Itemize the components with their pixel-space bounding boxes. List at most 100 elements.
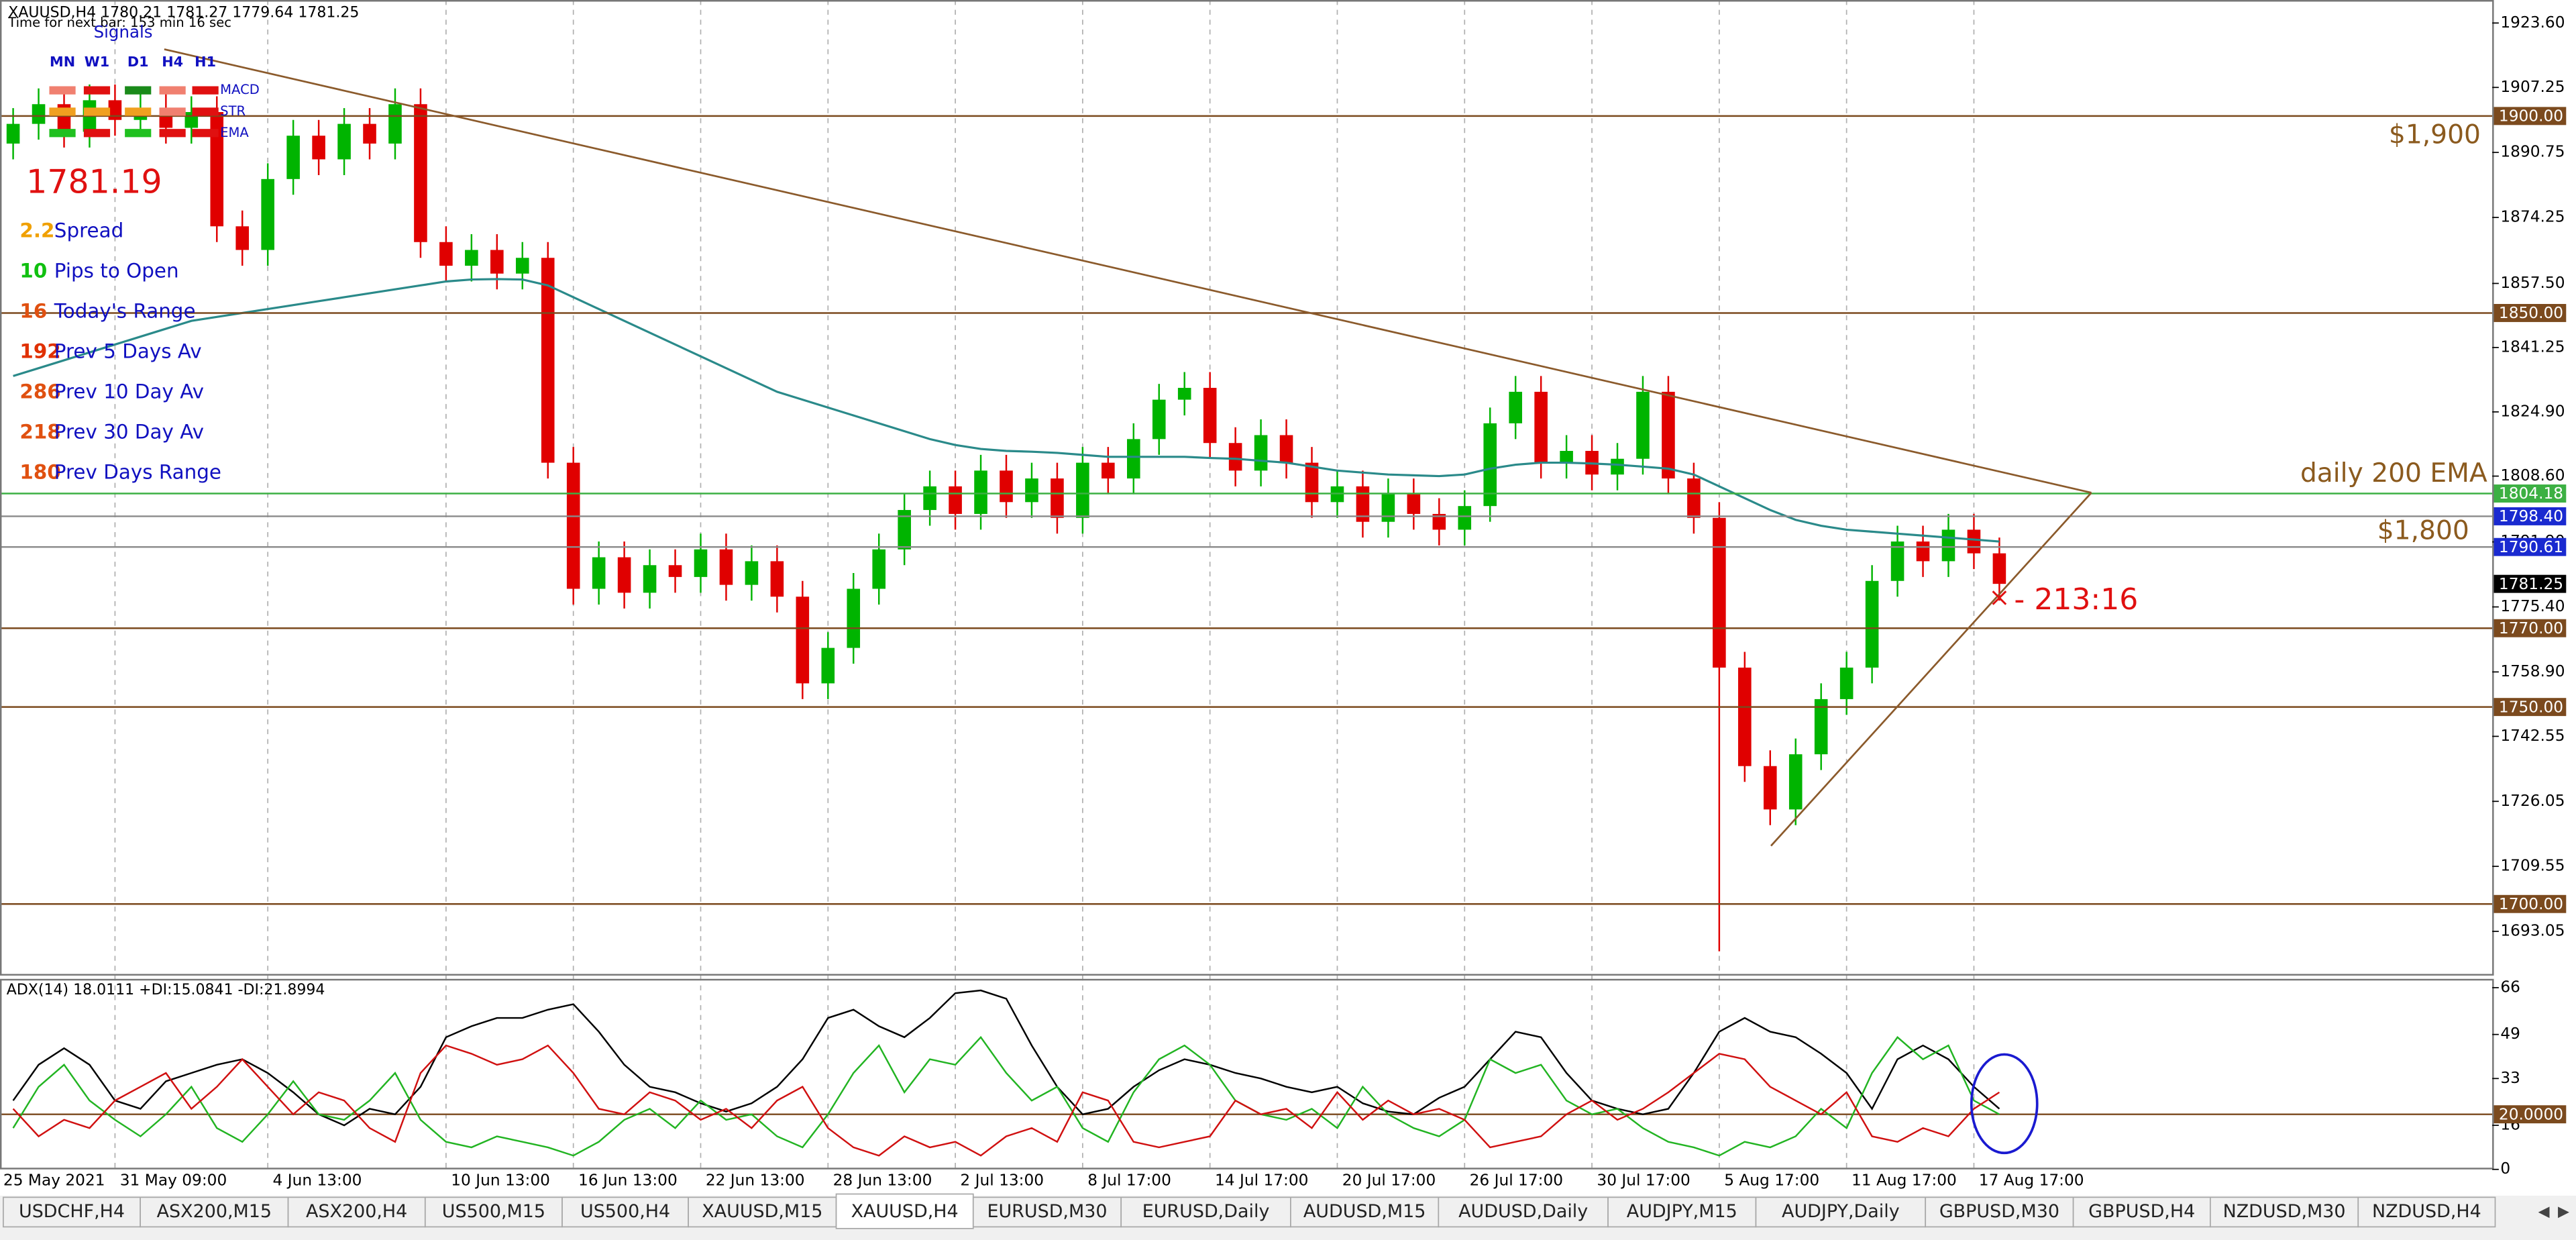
stat-label: Today's Range [54, 300, 196, 323]
cross-marker [1992, 590, 2007, 605]
tab-background[interactable] [140, 1196, 289, 1228]
tab-background[interactable] [2072, 1196, 2211, 1228]
candle-body [872, 549, 885, 589]
price-tag-label: 1770.00 [2499, 619, 2563, 637]
candle-body [465, 250, 478, 266]
tab-background[interactable] [1438, 1196, 1609, 1228]
y-tick-label: 1808.60 [2500, 466, 2565, 484]
tab[interactable]: USDCHF,H4 [3, 1196, 142, 1228]
tab[interactable]: NZDUSD,H4 [2357, 1196, 2496, 1228]
tab-background[interactable] [1290, 1196, 1440, 1228]
y-tick-label: 1726.05 [2500, 792, 2565, 810]
tab[interactable]: GBPUSD,H4 [2072, 1196, 2211, 1228]
indicator-line [12, 1044, 2000, 1157]
scroll-left[interactable]: ◀ [2538, 1203, 2550, 1220]
timeframe-label: D1 [127, 54, 149, 70]
signal-dash [192, 107, 219, 116]
candle-body [1025, 478, 1038, 503]
tab[interactable]: AUDJPY,M15 [1607, 1196, 1757, 1228]
candle-body [821, 648, 835, 684]
tab-label[interactable]: NZDUSD,M30 [2223, 1201, 2346, 1222]
x-tick-label: 28 Jun 13:00 [833, 1171, 932, 1189]
tab[interactable]: US500,H4 [561, 1196, 689, 1228]
tab-label[interactable]: XAUUSD,H4 [851, 1201, 959, 1222]
tab-label[interactable]: USDCHF,H4 [19, 1201, 125, 1222]
tab-label[interactable]: GBPUSD,H4 [2088, 1201, 2195, 1222]
tab-background[interactable] [287, 1196, 426, 1228]
candle-body [337, 123, 351, 160]
y-tick-label: 1857.50 [2500, 274, 2565, 292]
tab-label[interactable]: AUDUSD,M15 [1303, 1201, 1426, 1222]
tab[interactable]: AUDUSD,M15 [1290, 1196, 1440, 1228]
tab[interactable]: XAUUSD,H4 [835, 1193, 974, 1229]
candle-body [1992, 553, 2006, 584]
x-tick-label: 30 Jul 17:00 [1597, 1171, 1690, 1189]
y-tick-label: 1824.90 [2500, 402, 2565, 420]
price-tag-label: 1781.25 [2499, 575, 2563, 593]
stat-value: 192 [19, 340, 60, 363]
tab-label[interactable]: US500,M15 [442, 1201, 545, 1222]
tab[interactable]: EURUSD,M30 [972, 1196, 1122, 1228]
candle-body [1051, 478, 1064, 518]
tab-background[interactable] [1755, 1196, 1927, 1228]
candle-body [108, 100, 122, 120]
tab-label[interactable]: AUDUSD,Daily [1458, 1201, 1588, 1222]
price-tag [2493, 698, 2567, 717]
tab[interactable]: EURUSD,Daily [1120, 1196, 1291, 1228]
scroll-right[interactable]: ▶ [2558, 1203, 2569, 1220]
indicator-title: ADX(14) 18.0111 +DI:15.0841 -DI:21.8994 [7, 982, 325, 998]
tab[interactable]: AUDUSD,Daily [1438, 1196, 1609, 1228]
tab-background[interactable] [1120, 1196, 1291, 1228]
timeframe-label: MN [50, 54, 75, 70]
tab-background[interactable] [2357, 1196, 2496, 1228]
candle-body [796, 597, 810, 684]
tab-label[interactable]: NZDUSD,H4 [2372, 1201, 2481, 1222]
timeframe-label: W1 [85, 54, 109, 70]
tab-background[interactable] [1925, 1196, 2074, 1228]
candle-body [1814, 699, 1828, 755]
tab-label[interactable]: US500,H4 [580, 1201, 670, 1222]
tab-label[interactable]: XAUUSD,M15 [702, 1201, 822, 1222]
tab[interactable]: AUDJPY,Daily [1755, 1196, 1927, 1228]
tab[interactable]: ASX200,H4 [287, 1196, 426, 1228]
candle-body [1458, 506, 1472, 530]
annotation: $1,800 [2377, 516, 2469, 546]
x-tick-label: 4 Jun 13:00 [273, 1171, 362, 1189]
price-tag-label: 1804.18 [2499, 484, 2563, 503]
candle-body [1356, 486, 1370, 522]
tab-label[interactable]: EURUSD,M30 [987, 1201, 1107, 1222]
tab-label[interactable]: AUDJPY,M15 [1627, 1201, 1737, 1222]
candle-body [1432, 513, 1446, 530]
candle-body [1636, 391, 1650, 459]
signal-dash [159, 86, 186, 95]
tab-label[interactable]: ASX200,M15 [157, 1201, 272, 1222]
x-tick-label: 11 Aug 17:00 [1851, 1171, 1957, 1189]
tab-label[interactable]: EURUSD,Daily [1142, 1201, 1270, 1222]
y-tick-label: 1874.25 [2500, 208, 2565, 226]
candle-body [668, 565, 682, 577]
tab-background[interactable] [2210, 1196, 2359, 1228]
candle-body [439, 242, 453, 266]
x-tick-label: 20 Jul 17:00 [1342, 1171, 1436, 1189]
candle-body [1279, 435, 1293, 463]
tab[interactable]: ASX200,M15 [140, 1196, 289, 1228]
stat-value: 180 [19, 460, 60, 483]
candle-body [312, 136, 325, 160]
tab-label[interactable]: GBPUSD,M30 [1939, 1201, 2059, 1222]
tab-label[interactable]: ASX200,H4 [306, 1201, 407, 1222]
candle-body [363, 123, 376, 144]
tab[interactable]: XAUUSD,M15 [688, 1196, 837, 1228]
signal-dash [125, 107, 152, 116]
candle-body [1687, 478, 1701, 518]
tab-label[interactable]: AUDJPY,Daily [1782, 1201, 1900, 1222]
candle-body [1839, 667, 1854, 699]
tab-background[interactable] [3, 1196, 142, 1228]
signal-dash [159, 129, 186, 138]
tab-background[interactable] [561, 1196, 689, 1228]
candle-body [1228, 443, 1242, 471]
tab[interactable]: US500,M15 [424, 1196, 563, 1228]
tab-background[interactable] [424, 1196, 563, 1228]
tab[interactable]: GBPUSD,M30 [1925, 1196, 2074, 1228]
tab[interactable]: NZDUSD,M30 [2210, 1196, 2359, 1228]
signals-title: Signals [94, 22, 153, 42]
